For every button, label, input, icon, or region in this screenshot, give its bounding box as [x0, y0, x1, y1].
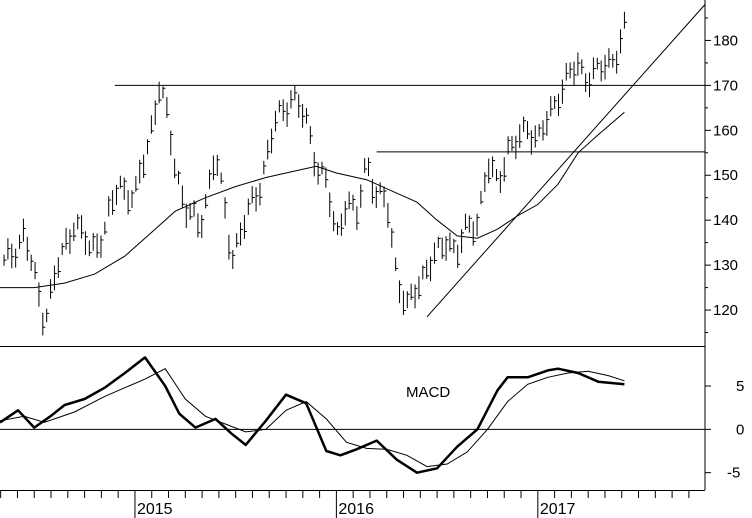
macd-panel: MACD -5 0 5 — [0, 356, 744, 482]
price-tick-label: 130 — [713, 257, 738, 274]
resistance-lines — [114, 84, 705, 153]
macd-axis-labels: -5 0 5 — [727, 378, 744, 482]
price-tick-label: 180 — [713, 32, 738, 49]
price-axis-labels: 120 130 140 150 160 170 180 — [713, 32, 738, 319]
trend-line — [426, 4, 706, 318]
macd-axis-ticks — [705, 385, 711, 474]
price-tick-label: 170 — [713, 77, 738, 94]
price-panel: 120 130 140 150 160 170 180 — [0, 4, 738, 336]
time-axis-labels: 2015 2016 2017 — [137, 501, 576, 518]
price-tick-label: 120 — [713, 302, 738, 319]
macd-line — [0, 356, 625, 474]
macd-signal-line — [0, 368, 625, 468]
price-tick-label: 150 — [713, 167, 738, 184]
price-axis-ticks — [705, 17, 711, 334]
year-label: 2017 — [540, 501, 576, 518]
price-tick-label: 140 — [713, 212, 738, 229]
year-label: 2016 — [338, 501, 374, 518]
price-tick-label: 160 — [713, 122, 738, 139]
macd-tick-label: -5 — [727, 465, 740, 482]
macd-tick-label: 0 — [736, 421, 744, 438]
year-label: 2015 — [137, 501, 173, 518]
time-axis-ticks — [0, 490, 690, 518]
macd-tick-label: 5 — [736, 378, 744, 395]
moving-average-line — [0, 111, 625, 289]
price-bars — [3, 11, 627, 336]
macd-label: MACD — [406, 384, 450, 401]
